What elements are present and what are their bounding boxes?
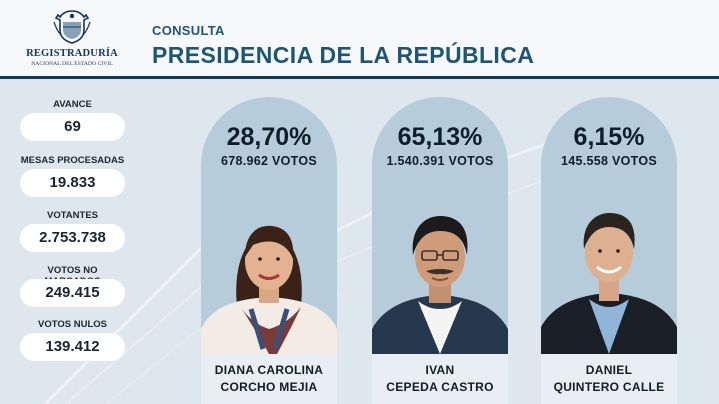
- candidate-name-line1: DIANA CAROLINA: [214, 363, 324, 377]
- candidate-card: 65,13% 1.540.391 VOTOS IVAN CEPEDA CASTR…: [372, 97, 508, 404]
- candidate-name-line1: DANIEL: [585, 363, 633, 377]
- logo-name: REGISTRADURÍA: [26, 48, 118, 59]
- candidate-name-band: DANIEL QUINTERO CALLE: [541, 354, 677, 404]
- candidate-percent: 6,15%: [573, 123, 645, 151]
- stat-label-avance: AVANCE: [53, 99, 92, 110]
- stat-value-avance: 69: [20, 113, 125, 141]
- registraduria-logo: REGISTRADURÍA NACIONAL DEL ESTADO CIVIL: [22, 8, 122, 70]
- page-title: PRESIDENCIA DE LA REPÚBLICA: [152, 42, 535, 68]
- stat-label-nulos: VOTOS NULOS: [38, 319, 107, 330]
- stat-value-votantes: 2.753.738: [20, 224, 125, 252]
- candidate-votes: 678.962 VOTOS: [220, 154, 318, 168]
- stat-value-nulos: 139.412: [20, 333, 125, 361]
- header-divider: [0, 76, 719, 79]
- candidate-votes: 145.558 VOTOS: [560, 154, 658, 168]
- candidate-percent: 65,13%: [397, 123, 483, 151]
- candidate-photo: [372, 215, 508, 354]
- candidate-card: 6,15% 145.558 VOTOS DANIEL QUINTERO CALL…: [541, 97, 677, 404]
- page-kicker: CONSULTA: [152, 23, 225, 38]
- stat-label-votantes: VOTANTES: [46, 210, 99, 221]
- stat-value-mesas: 19.833: [20, 169, 125, 197]
- stat-value-no-marcados: 249.415: [20, 279, 125, 307]
- candidate-percent: 28,70%: [226, 123, 312, 151]
- candidate-photo: [201, 225, 337, 354]
- candidate-name-line2: QUINTERO CALLE: [553, 380, 665, 394]
- candidate-photo: [541, 212, 677, 354]
- candidate-card: 28,70% 678.962 VOTOS DIANA CAROLINA CORC…: [201, 97, 337, 404]
- stat-label-mesas: MESAS PROCESADAS: [20, 155, 125, 166]
- candidate-votes: 1.540.391 VOTOS: [386, 154, 494, 168]
- candidate-name-line2: CORCHO MEJIA: [220, 380, 318, 394]
- coat-of-arms-icon: [53, 10, 91, 44]
- candidate-name-band: IVAN CEPEDA CASTRO: [372, 354, 508, 404]
- candidate-name-line2: CEPEDA CASTRO: [386, 380, 494, 394]
- candidate-name-line1: IVAN: [425, 363, 455, 377]
- logo-subtitle: NACIONAL DEL ESTADO CIVIL: [31, 61, 113, 67]
- candidate-name-band: DIANA CAROLINA CORCHO MEJIA: [201, 354, 337, 404]
- header: REGISTRADURÍA NACIONAL DEL ESTADO CIVIL …: [0, 0, 719, 76]
